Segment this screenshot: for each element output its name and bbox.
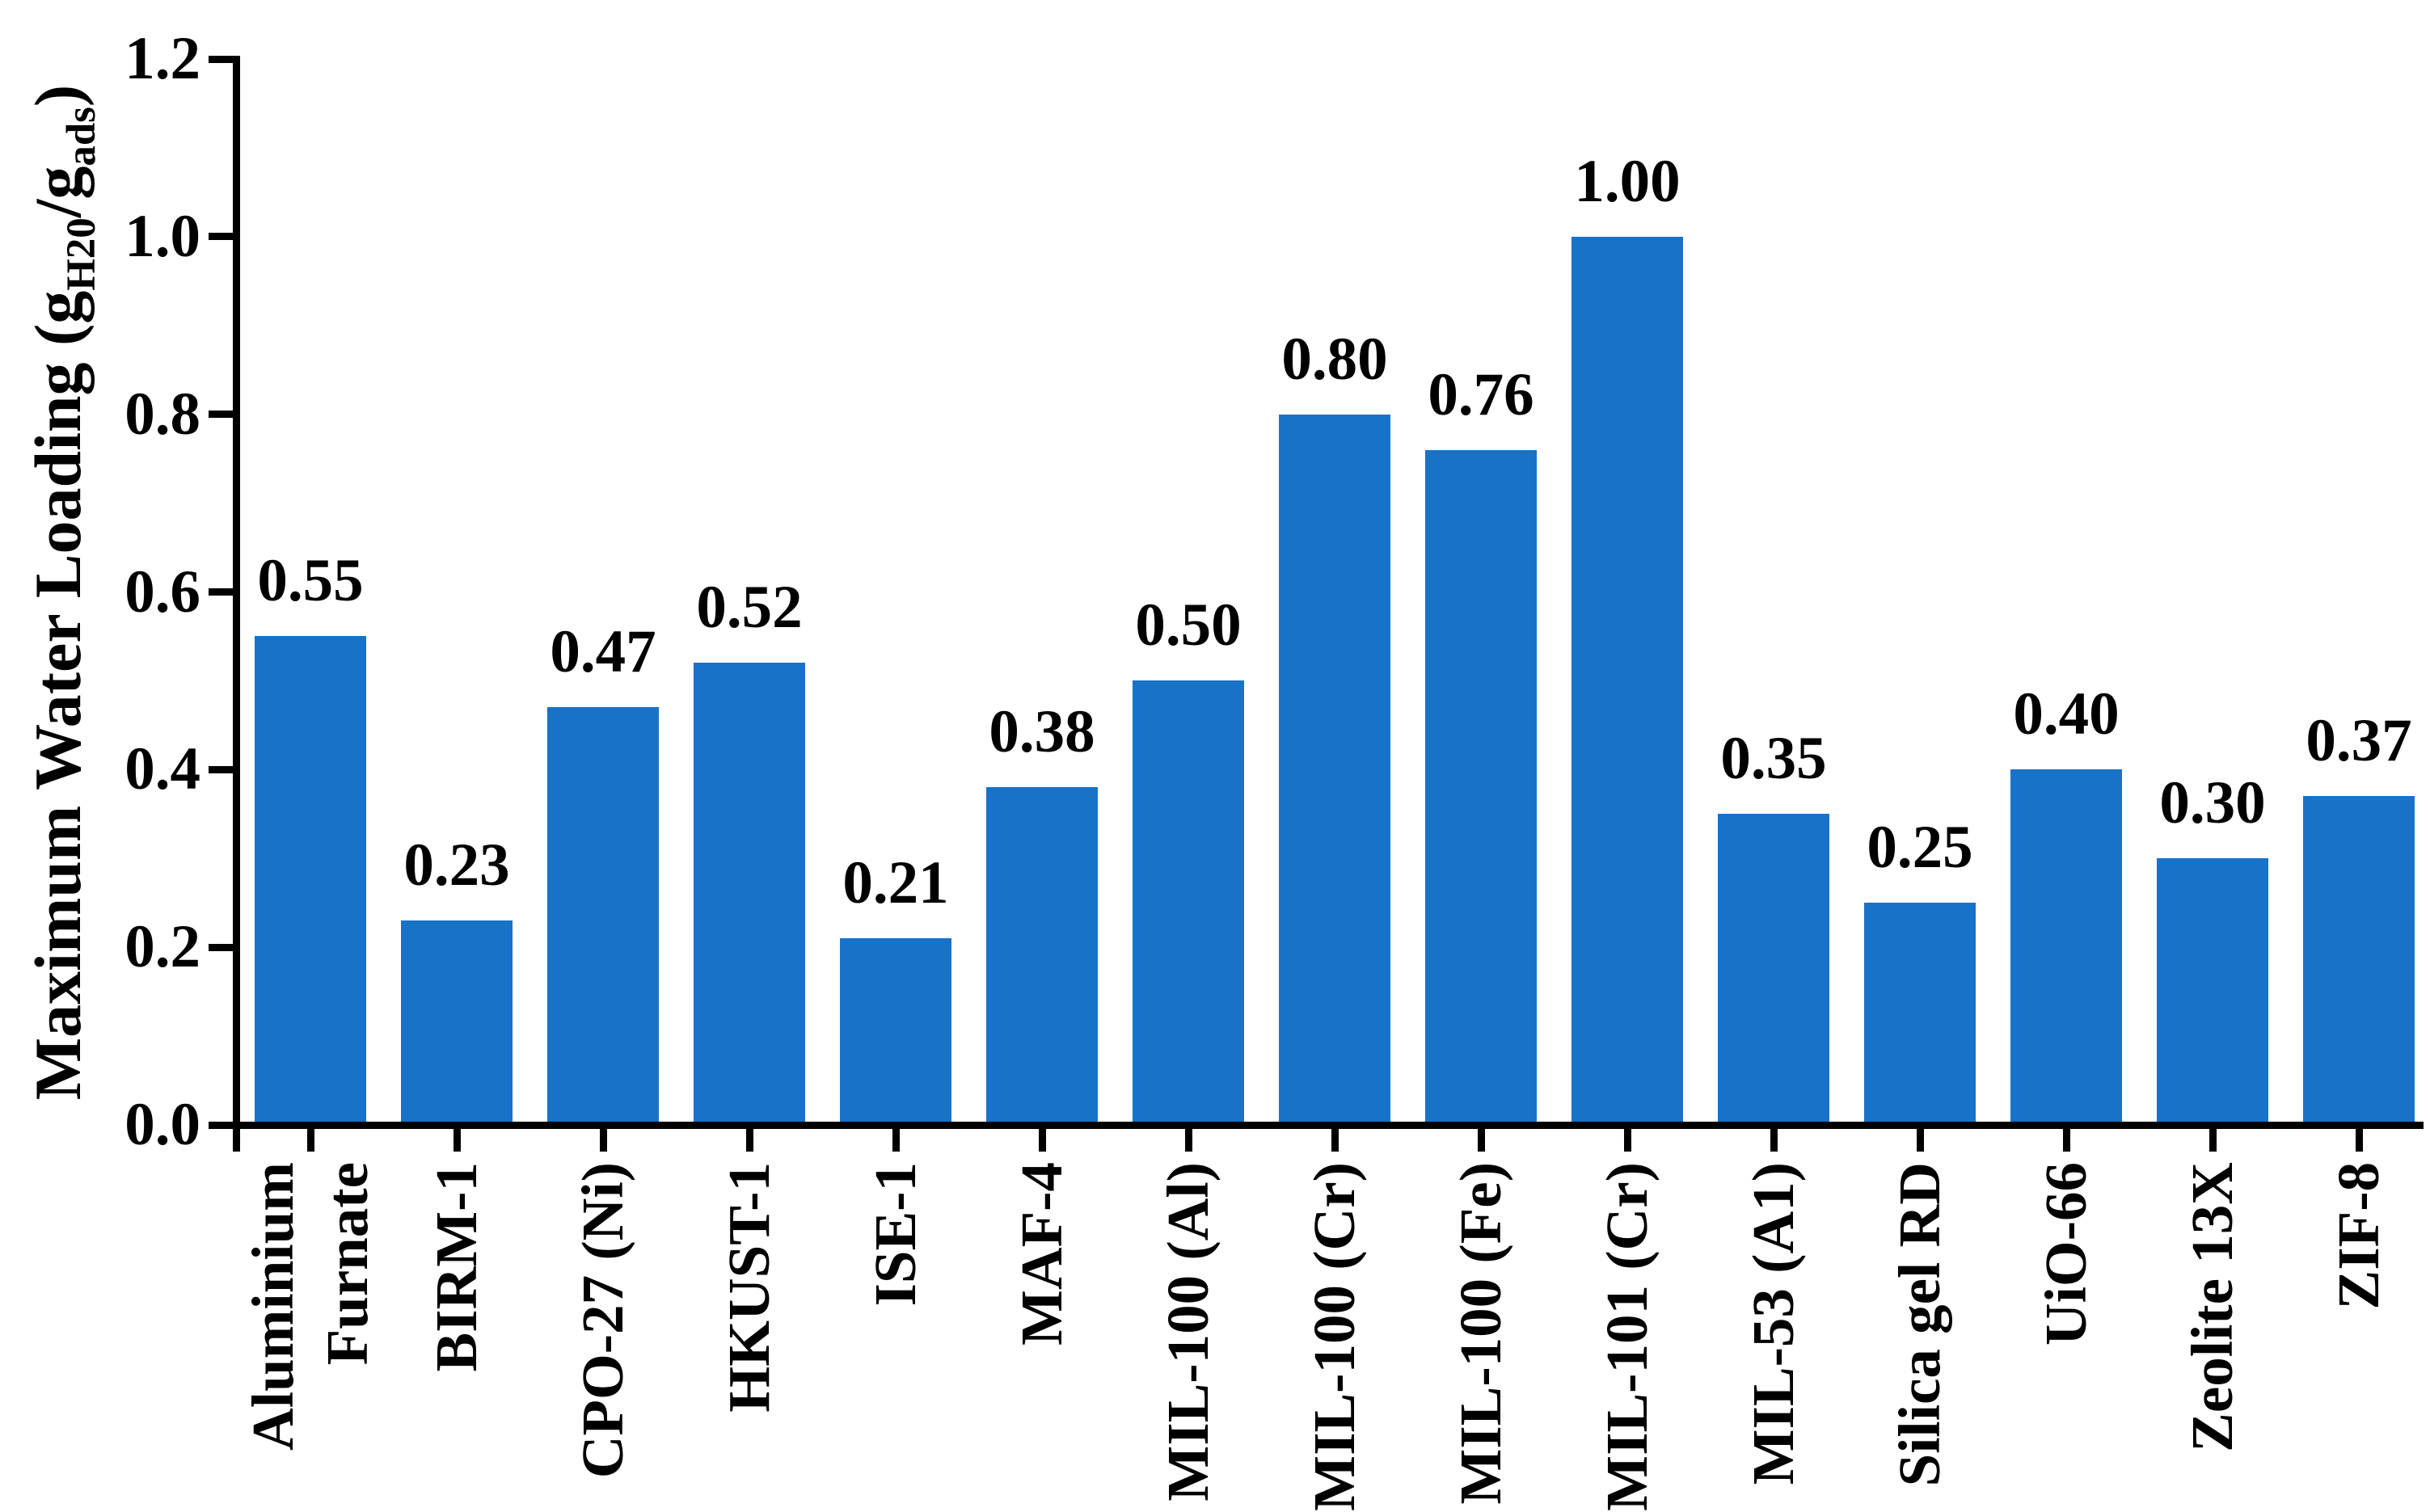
bar [1425,449,1537,1128]
x-category-label: ZIF-8 [2322,1162,2396,1512]
x-category-label: Silica gel RD [1883,1162,1957,1512]
y-tick-mark [209,1121,233,1129]
bar-value-label: 0.52 [696,574,803,642]
y-tick-label: 1.2 [124,25,200,92]
y-tick-label: 1.0 [124,202,200,270]
bar-value-label: 0.25 [1867,814,1973,882]
y-tick-label: 0.6 [124,558,200,625]
bar [694,663,805,1128]
y-tick-label: 0.0 [124,1091,200,1158]
bar-value-label: 0.40 [2013,680,2120,748]
x-category-label-line: UiO-66 [2033,1162,2099,1346]
y-axis-spine [233,55,240,1152]
bar-value-label: 0.38 [989,698,1095,766]
x-category-label-line: Zeolite 13X [2179,1162,2245,1452]
x-tick-mark [2355,1128,2363,1152]
x-category-label-line: Silica gel RD [1887,1162,1952,1487]
x-tick-mark [1916,1128,1924,1152]
bar [547,707,659,1128]
x-category-label-line: MIL-53 (A1) [1740,1162,1806,1485]
x-category-label: Zeolite 13X [2175,1162,2250,1512]
x-tick-mark [1623,1128,1631,1152]
x-tick-mark [2062,1128,2070,1152]
bar-value-label: 1.00 [1574,147,1681,215]
x-category-label: MIL-53 (A1) [1736,1162,1811,1512]
bar-value-label: 0.21 [842,849,949,917]
y-tick-label: 0.2 [124,913,200,981]
x-tick-mark [453,1128,461,1152]
x-category-label: MIL-100 (Fe) [1444,1162,1518,1512]
y-tick-mark [209,55,233,63]
bar [1279,414,1390,1128]
y-tick-mark [209,588,233,596]
x-category-label: BIRM-1 [420,1162,494,1512]
x-category-label-line: MAF-4 [1009,1162,1074,1346]
bar [1571,236,1683,1128]
x-tick-mark [1770,1128,1778,1152]
x-category-label-line: BIRM-1 [424,1162,489,1372]
x-category-label: CPO-27 (Ni) [566,1162,640,1512]
x-category-label-line: MIL-100 (Cr) [1301,1162,1367,1511]
x-category-label-line: Aluminium [240,1162,306,1451]
bar [2157,858,2268,1128]
x-category-label: Aluminium Furnate [236,1162,385,1512]
bar-value-label: 0.50 [1135,592,1242,659]
x-tick-mark [306,1128,314,1152]
x-category-label: ISE-1 [859,1162,933,1512]
x-category-label-line: CPO-27 (Ni) [570,1162,635,1479]
x-category-label-line: MIL-100 (Fe) [1448,1162,1513,1505]
bar-value-label: 0.47 [550,618,656,686]
y-tick-mark [209,411,233,419]
x-tick-mark [745,1128,753,1152]
x-category-label-line: MIL-101 (Cr) [1594,1162,1660,1511]
bar-value-label: 0.23 [403,832,510,899]
x-category-label: MIL-101 (Cr) [1590,1162,1664,1512]
x-tick-mark [1477,1128,1485,1152]
bar-value-label: 0.35 [1720,725,1827,793]
x-category-label-line: Furnate [314,1162,380,1366]
y-tick-mark [209,233,233,241]
x-category-label: MIL-100 (Al) [1151,1162,1226,1512]
x-category-label: UiO-66 [2029,1162,2103,1512]
bar-value-label: 0.55 [257,547,364,615]
bar [1864,903,1976,1128]
bar [2303,796,2415,1128]
x-category-label-line: MIL-100 (Al) [1155,1162,1221,1501]
x-tick-mark [892,1128,900,1152]
x-tick-mark [1038,1128,1046,1152]
x-category-label-line: ZIF-8 [2326,1162,2391,1310]
y-tick-label: 0.8 [124,380,200,448]
x-category-label-line: ISE-1 [863,1162,928,1307]
y-tick-mark [209,943,233,951]
bar [840,938,951,1128]
bar [1718,814,1829,1128]
bar-value-label: 0.76 [1428,360,1534,428]
x-tick-mark [1184,1128,1192,1152]
bar-value-label: 0.37 [2306,707,2412,775]
bar [1133,680,1244,1128]
bar [2010,769,2122,1128]
bar [255,636,366,1128]
y-tick-mark [209,765,233,773]
bar [401,920,513,1128]
x-tick-mark [2209,1128,2217,1152]
y-tick-label: 0.4 [124,735,200,803]
bar-value-label: 0.30 [2159,769,2266,837]
bar-value-label: 0.80 [1281,325,1388,393]
x-category-label-line: HKUST-1 [716,1162,782,1413]
x-category-label: MIL-100 (Cr) [1297,1162,1372,1512]
x-category-label: HKUST-1 [712,1162,787,1512]
x-category-label: MAF-4 [1005,1162,1079,1512]
x-tick-mark [599,1128,607,1152]
x-tick-mark [1331,1128,1339,1152]
x-axis-spine [233,1121,2424,1129]
bar [986,787,1098,1128]
